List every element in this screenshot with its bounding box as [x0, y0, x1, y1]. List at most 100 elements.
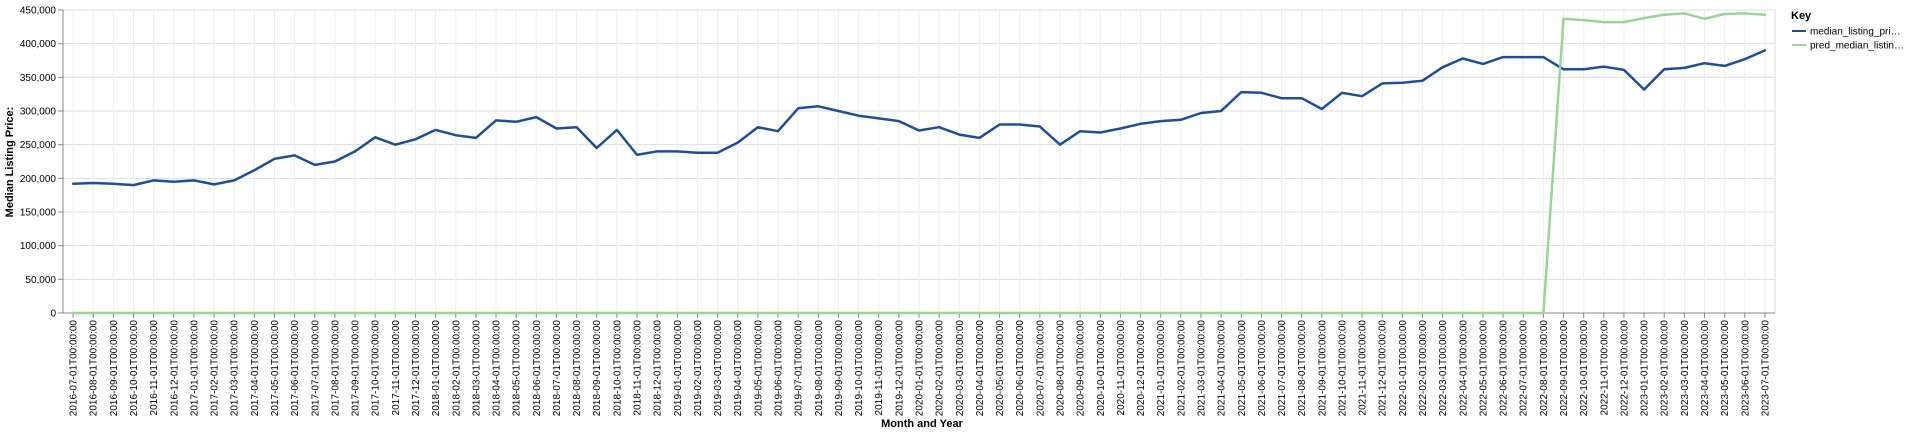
x-tick-label: 2021-04-01T00:00:00 [1217, 320, 1228, 417]
x-tick-label: 2019-12-01T00:00:00 [894, 320, 905, 417]
x-tick-label: 2017-11-01T00:00:00 [391, 320, 402, 416]
x-tick-label: 2017-01-01T00:00:00 [189, 320, 200, 417]
x-tick-label: 2020-09-01T00:00:00 [1076, 320, 1087, 417]
x-tick-label: 2016-09-01T00:00:00 [109, 320, 120, 417]
x-tick-label: 2019-01-01T00:00:00 [673, 320, 684, 417]
x-tick-label: 2021-09-01T00:00:00 [1317, 320, 1328, 417]
x-tick-label: 2021-11-01T00:00:00 [1358, 320, 1369, 416]
x-tick-label: 2022-10-01T00:00:00 [1579, 320, 1590, 417]
x-tick-label: 2022-12-01T00:00:00 [1619, 320, 1630, 417]
x-tick-label: 2016-12-01T00:00:00 [169, 320, 180, 417]
series-line-1 [71, 49, 1767, 187]
x-tick-label: 2017-05-01T00:00:00 [270, 320, 281, 417]
legend-title: Key [1791, 10, 1812, 22]
x-axis: 2016-07-01T00:00:00 2016-08-01T00:00:00 20… [63, 312, 1775, 417]
x-tick-label: 2019-08-01T00:00:00 [814, 320, 825, 417]
y-tick-label: 150,000 [20, 208, 57, 219]
x-tick-label: 2018-11-01T00:00:00 [633, 320, 644, 416]
x-tick-label: 2022-03-01T00:00:00 [1438, 320, 1449, 417]
x-tick-label: 2022-09-01T00:00:00 [1559, 320, 1570, 417]
x-tick-label: 2021-03-01T00:00:00 [1196, 320, 1207, 417]
y-tick-label: 300,000 [20, 107, 57, 118]
x-tick-label: 2021-02-01T00:00:00 [1176, 320, 1187, 417]
y-axis-title: Median Listing Price: [4, 107, 16, 218]
x-tick-label: 2022-05-01T00:00:00 [1478, 320, 1489, 417]
x-tick-label: 2016-10-01T00:00:00 [129, 320, 140, 417]
x-tick-label: 2020-01-01T00:00:00 [915, 320, 926, 417]
legend-entries: median_listing_pri… pred_median_listin… [1792, 27, 1904, 52]
x-tick-label: 2018-06-01T00:00:00 [532, 320, 543, 417]
x-tick-label: 2022-01-01T00:00:00 [1398, 320, 1409, 417]
x-tick-label: 2022-06-01T00:00:00 [1499, 320, 1510, 417]
y-tick-label: 50,000 [25, 275, 56, 286]
x-tick-label: 2018-04-01T00:00:00 [492, 320, 503, 417]
x-tick-label: 2020-05-01T00:00:00 [995, 320, 1006, 417]
x-tick-label: 2020-10-01T00:00:00 [1096, 320, 1107, 417]
x-tick-label: 2017-12-01T00:00:00 [411, 320, 422, 417]
x-tick-label: 2018-12-01T00:00:00 [653, 320, 664, 417]
x-tick-label: 2020-11-01T00:00:00 [1116, 320, 1127, 416]
gridlines [62, 9, 1776, 314]
x-tick-label: 2020-08-01T00:00:00 [1055, 320, 1066, 417]
y-tick-label: 450,000 [20, 6, 57, 17]
x-tick-label: 2017-04-01T00:00:00 [250, 320, 261, 417]
x-tick-label: 2023-06-01T00:00:00 [1740, 320, 1751, 417]
x-tick-label: 2017-08-01T00:00:00 [330, 320, 341, 417]
x-tick-label: 2017-10-01T00:00:00 [371, 320, 382, 417]
x-tick-label: 2022-07-01T00:00:00 [1519, 320, 1530, 417]
x-tick-label: 2017-03-01T00:00:00 [230, 320, 241, 417]
x-tick-label: 2017-06-01T00:00:00 [290, 320, 301, 417]
x-tick-label: 2016-11-01T00:00:00 [149, 320, 160, 416]
x-tick-label: 2019-03-01T00:00:00 [713, 320, 724, 417]
x-tick-label: 2018-08-01T00:00:00 [572, 320, 583, 417]
x-tick-label: 2017-07-01T00:00:00 [310, 320, 321, 417]
x-tick-label: 2023-02-01T00:00:00 [1660, 320, 1671, 417]
x-tick-label: 2020-03-01T00:00:00 [955, 320, 966, 417]
x-tick-label: 2020-06-01T00:00:00 [1015, 320, 1026, 417]
x-tick-label: 2023-05-01T00:00:00 [1720, 320, 1731, 417]
x-axis-title: Month and Year [881, 418, 963, 430]
x-tick-label: 2020-12-01T00:00:00 [1136, 320, 1147, 417]
y-tick-label: 200,000 [20, 174, 57, 185]
x-tick-label: 2022-04-01T00:00:00 [1458, 320, 1469, 417]
y-tick-label: 100,000 [20, 241, 57, 252]
x-tick-label: 2019-11-01T00:00:00 [874, 320, 885, 416]
x-tick-label: 2018-10-01T00:00:00 [612, 320, 623, 417]
legend-label: median_listing_pri… [1810, 27, 1901, 38]
x-tick-label: 2021-06-01T00:00:00 [1257, 320, 1268, 417]
x-tick-label: 2021-08-01T00:00:00 [1297, 320, 1308, 417]
y-tick-label: 250,000 [20, 140, 57, 151]
x-tick-label: 2021-07-01T00:00:00 [1277, 320, 1288, 417]
x-tick-label: 2017-09-01T00:00:00 [351, 320, 362, 417]
x-tick-label: 2022-02-01T00:00:00 [1418, 320, 1429, 417]
x-tick-label: 2021-05-01T00:00:00 [1237, 320, 1248, 417]
x-tick-label: 2018-07-01T00:00:00 [552, 320, 563, 417]
x-tick-label: 2016-07-01T00:00:00 [69, 320, 80, 417]
x-tick-label: 2022-08-01T00:00:00 [1539, 320, 1550, 417]
x-tick-label: 2023-04-01T00:00:00 [1700, 320, 1711, 417]
x-tick-label: 2021-01-01T00:00:00 [1156, 320, 1167, 417]
x-tick-label: 2019-10-01T00:00:00 [854, 320, 865, 417]
legend-label: pred_median_listin… [1810, 41, 1904, 52]
y-tick-label: 400,000 [20, 39, 57, 50]
x-tick-label: 2018-05-01T00:00:00 [512, 320, 523, 417]
x-tick-label: 2020-07-01T00:00:00 [1035, 320, 1046, 417]
y-tick-label: 0 [50, 309, 56, 320]
x-tick-label: 2018-03-01T00:00:00 [471, 320, 482, 417]
x-tick-label: 2017-02-01T00:00:00 [210, 320, 221, 417]
x-tick-label: 2021-12-01T00:00:00 [1378, 320, 1389, 417]
series-line-2 [71, 12, 1767, 315]
x-tick-label: 2022-11-01T00:00:00 [1599, 320, 1610, 416]
y-axis: 0 50,000 100,000 150,000 200,000 250,000 300,0… [20, 6, 64, 320]
legend: Key median_listing_pri… pred_median_listi… [1791, 10, 1904, 52]
x-tick-label: 2023-01-01T00:00:00 [1640, 320, 1651, 417]
series-lines [71, 12, 1767, 315]
x-tick-label: 2020-04-01T00:00:00 [975, 320, 986, 417]
x-tick-label: 2019-06-01T00:00:00 [774, 320, 785, 417]
x-tick-label: 2018-01-01T00:00:00 [431, 320, 442, 417]
x-tick-label: 2019-02-01T00:00:00 [693, 320, 704, 417]
y-tick-label: 350,000 [20, 73, 57, 84]
x-tick-label: 2016-08-01T00:00:00 [89, 320, 100, 417]
x-tick-label: 2021-10-01T00:00:00 [1337, 320, 1348, 417]
